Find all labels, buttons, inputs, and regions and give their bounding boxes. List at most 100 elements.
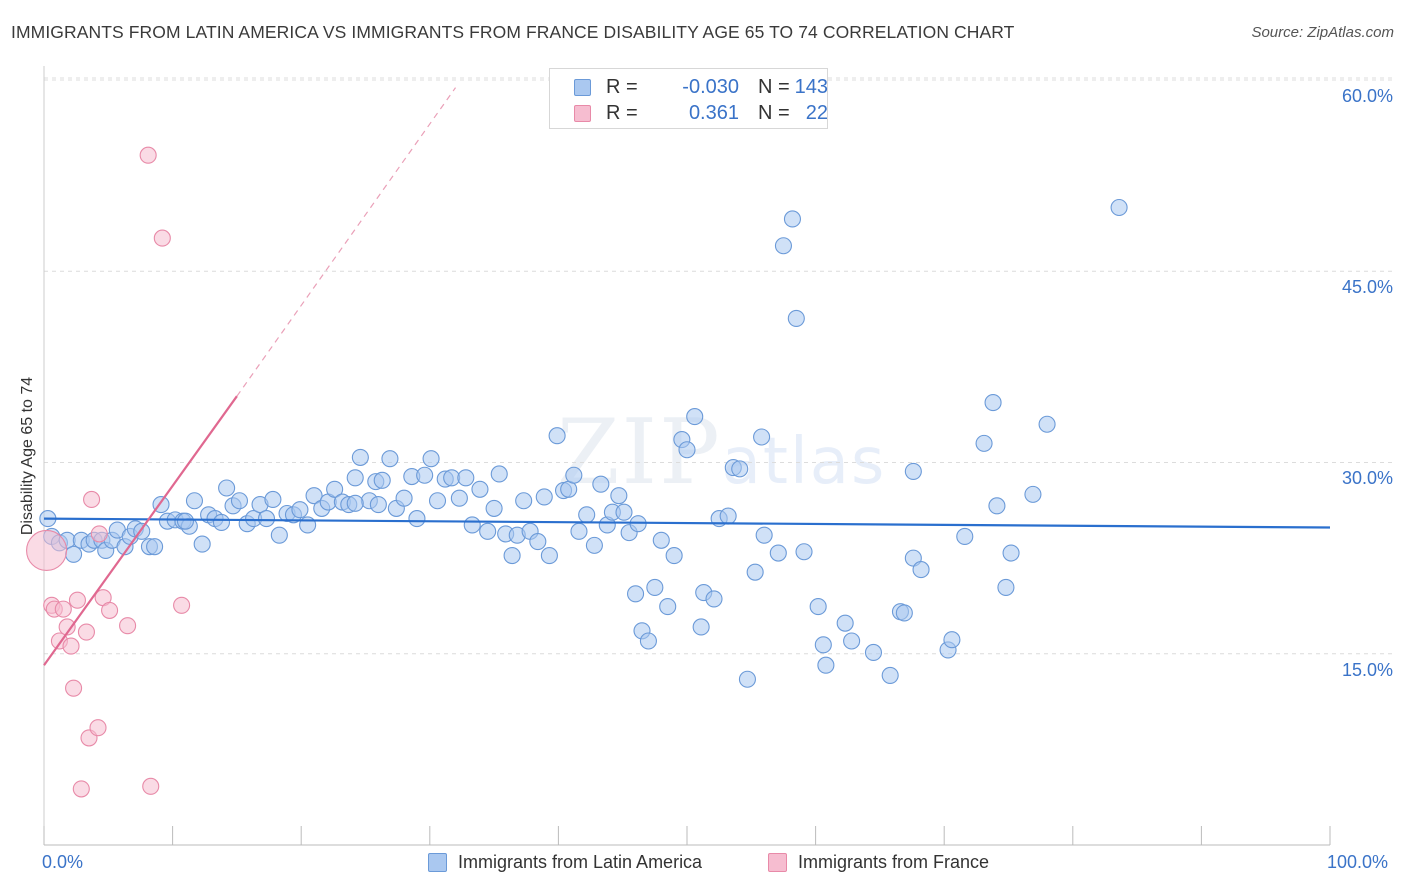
point-latin-america — [529, 532, 547, 551]
x-tick-label-0: 0.0% — [42, 852, 84, 872]
legend-r-value: 0.361 — [688, 102, 739, 124]
point-latin-america — [988, 497, 1006, 515]
legend-swatch-latin — [574, 79, 591, 96]
point-latin-america — [895, 604, 913, 622]
trend-line-france — [43, 395, 238, 666]
point-latin-america — [193, 535, 211, 553]
point-latin-america — [731, 460, 749, 478]
point-latin-america — [984, 394, 1002, 412]
point-latin-america — [774, 237, 793, 255]
point-latin-america — [450, 489, 468, 507]
point-france — [77, 623, 95, 641]
point-france — [62, 637, 80, 655]
point-latin-america — [381, 450, 399, 468]
point-france — [90, 525, 108, 543]
point-latin-america — [912, 561, 930, 579]
point-latin-america — [585, 536, 603, 554]
point-latin-america — [836, 614, 854, 632]
point-latin-america — [578, 506, 596, 524]
point-latin-america — [305, 487, 323, 505]
point-france — [119, 617, 137, 635]
point-france — [89, 719, 107, 737]
point-latin-america — [535, 488, 553, 506]
point-latin-america — [548, 427, 566, 445]
point-latin-america — [428, 492, 447, 510]
point-latin-america — [615, 503, 633, 521]
point-latin-america — [686, 408, 704, 426]
point-latin-america — [627, 585, 645, 603]
point-latin-america — [463, 516, 481, 534]
point-latin-america — [1038, 415, 1056, 433]
point-latin-america — [881, 666, 899, 684]
bottom-legend-swatch-france — [768, 853, 787, 872]
point-latin-america — [904, 462, 922, 480]
point-france — [83, 490, 101, 509]
point-latin-america — [753, 428, 771, 446]
point-latin-america — [351, 448, 369, 466]
point-france — [68, 591, 86, 609]
point-latin-america — [646, 578, 664, 597]
point-france — [153, 229, 171, 247]
point-latin-america — [1024, 485, 1042, 503]
point-latin-america — [485, 499, 503, 517]
point-latin-america — [705, 590, 723, 608]
point-france — [58, 618, 76, 636]
point-latin-america — [1110, 198, 1128, 217]
legend-r-value: -0.030 — [682, 76, 739, 98]
point-latin-america — [490, 465, 508, 483]
y-tick-label-45: 45.0% — [1341, 277, 1393, 297]
point-latin-america — [652, 531, 670, 549]
point-latin-america — [746, 563, 764, 581]
point-latin-america — [212, 513, 231, 531]
point-latin-america — [843, 632, 861, 650]
point-latin-america — [346, 469, 364, 487]
point-latin-america — [565, 466, 583, 484]
point-latin-america — [346, 494, 364, 512]
trend-line-france-extension — [236, 87, 457, 397]
point-latin-america — [997, 578, 1015, 597]
legend-n-label: N = — [758, 102, 790, 124]
point-latin-america — [185, 492, 204, 510]
point-latin-america — [755, 526, 773, 544]
point-latin-america — [610, 487, 628, 505]
point-latin-america — [956, 527, 974, 546]
point-latin-america — [659, 598, 677, 616]
point-latin-america — [719, 507, 737, 525]
point-latin-america — [639, 632, 657, 650]
point-france — [139, 146, 157, 164]
point-latin-america — [665, 547, 683, 565]
point-france — [54, 600, 72, 618]
point-latin-america — [814, 636, 832, 654]
point-latin-america — [975, 434, 993, 452]
point-latin-america — [270, 526, 288, 544]
point-latin-america — [783, 210, 802, 228]
point-latin-america — [943, 631, 961, 649]
point-latin-america — [373, 471, 391, 489]
point-latin-america — [422, 450, 440, 468]
point-latin-america — [395, 489, 413, 507]
point-latin-america — [146, 538, 164, 556]
point-latin-america — [264, 490, 282, 509]
point-latin-america — [678, 441, 696, 459]
point-france — [65, 679, 83, 697]
x-tick-label-100: 100.0% — [1327, 852, 1389, 872]
legend-n-value: 22 — [805, 102, 828, 124]
y-tick-label-60: 60.0% — [1341, 86, 1393, 106]
trend-line-latin-america — [43, 517, 1331, 529]
point-latin-america — [817, 656, 835, 674]
bottom-legend-label-france: Immigrants from France — [798, 852, 990, 872]
point-latin-america — [369, 496, 387, 514]
point-latin-america — [479, 522, 497, 540]
point-latin-america — [570, 522, 588, 540]
point-latin-america — [176, 512, 195, 530]
y-axis-label: Disability Age 65 to 74 — [19, 376, 36, 536]
point-latin-america — [503, 547, 521, 565]
point-latin-america — [1002, 544, 1020, 562]
legend-r-label: R = — [606, 76, 638, 98]
point-latin-america — [515, 492, 533, 510]
point-latin-america — [291, 501, 309, 519]
point-latin-america — [218, 479, 236, 497]
point-france — [72, 780, 90, 798]
legend-n-label: N = — [758, 76, 790, 98]
point-france — [173, 596, 191, 614]
